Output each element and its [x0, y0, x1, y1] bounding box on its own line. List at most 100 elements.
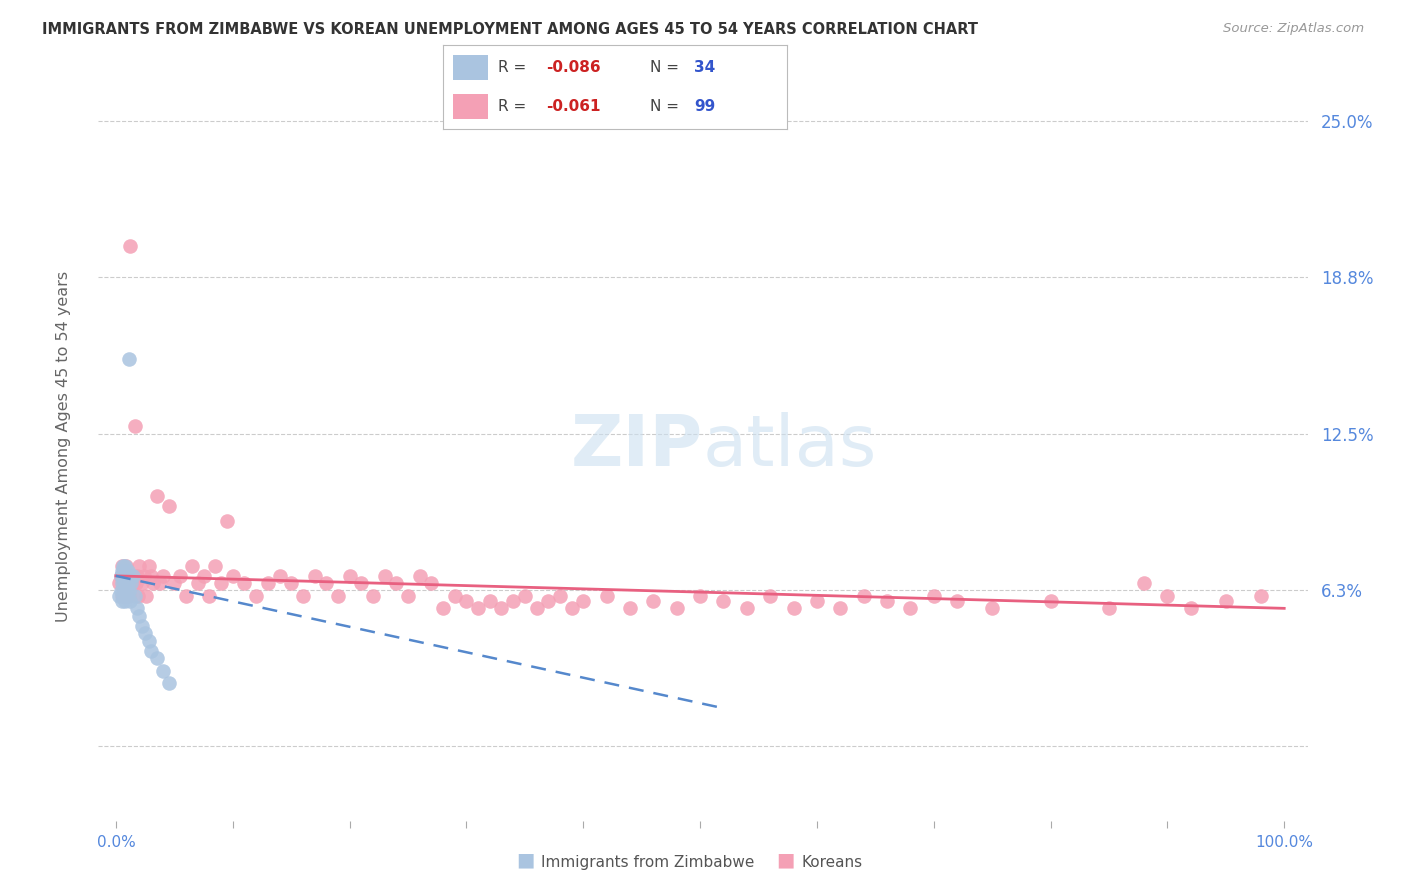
Point	[128, 608, 150, 623]
Point	[142, 576, 165, 591]
Point	[1039, 594, 1062, 608]
Point	[204, 558, 226, 573]
Text: R =: R =	[498, 60, 531, 75]
Point	[209, 576, 232, 591]
Point	[110, 569, 132, 583]
Point	[537, 594, 560, 608]
Point	[432, 601, 454, 615]
Point	[124, 589, 146, 603]
Point	[180, 558, 202, 573]
Point	[110, 583, 132, 598]
Point	[117, 576, 139, 591]
Point	[118, 239, 141, 253]
Point	[146, 489, 169, 503]
Point	[782, 601, 804, 615]
Point	[115, 558, 138, 573]
Point	[114, 576, 136, 591]
Point	[117, 569, 139, 583]
Point	[122, 569, 145, 583]
Text: ■: ■	[776, 851, 794, 870]
Point	[117, 564, 139, 578]
Text: -0.086: -0.086	[546, 60, 600, 75]
Bar	[453, 94, 488, 120]
Point	[981, 601, 1004, 615]
Point	[111, 558, 134, 573]
Point	[111, 569, 134, 583]
Point	[111, 564, 134, 578]
Point	[152, 569, 174, 583]
Text: 34: 34	[695, 60, 716, 75]
Point	[111, 558, 134, 573]
Text: 99: 99	[695, 99, 716, 114]
Point	[946, 594, 969, 608]
Point	[169, 569, 191, 583]
Point	[114, 569, 136, 583]
Text: N =: N =	[650, 60, 683, 75]
Point	[269, 569, 291, 583]
Point	[149, 576, 172, 591]
Point	[112, 583, 135, 598]
Point	[456, 594, 478, 608]
Point	[572, 594, 595, 608]
Point	[138, 633, 160, 648]
Point	[139, 644, 162, 658]
Point	[1215, 594, 1237, 608]
Point	[513, 589, 536, 603]
Point	[922, 589, 945, 603]
Point	[502, 594, 524, 608]
Point	[291, 589, 314, 603]
Point	[409, 569, 432, 583]
Point	[852, 589, 875, 603]
Point	[374, 569, 396, 583]
Point	[118, 583, 141, 598]
Point	[713, 594, 735, 608]
Point	[396, 589, 419, 603]
Point	[222, 569, 245, 583]
Point	[898, 601, 921, 615]
Point	[759, 589, 782, 603]
Point	[108, 576, 131, 591]
Point	[127, 589, 149, 603]
Point	[111, 589, 134, 603]
Text: atlas: atlas	[703, 411, 877, 481]
Point	[304, 569, 326, 583]
Point	[111, 576, 134, 591]
Point	[114, 558, 136, 573]
Point	[619, 601, 641, 615]
Point	[595, 589, 617, 603]
Point	[139, 569, 162, 583]
Point	[115, 589, 138, 603]
Point	[146, 651, 169, 665]
Point	[118, 589, 141, 603]
Point	[112, 569, 135, 583]
Point	[1098, 601, 1121, 615]
Text: R =: R =	[498, 99, 531, 114]
Point	[157, 499, 180, 513]
Point	[315, 576, 337, 591]
Point	[114, 576, 136, 591]
Point	[112, 583, 135, 598]
Point	[118, 594, 141, 608]
Text: ZIP: ZIP	[571, 411, 703, 481]
Point	[876, 594, 898, 608]
Point	[689, 589, 711, 603]
Point	[526, 601, 548, 615]
Point	[561, 601, 583, 615]
Point	[830, 601, 852, 615]
Point	[112, 564, 135, 578]
Point	[117, 576, 139, 591]
Point	[125, 576, 148, 591]
Text: Koreans: Koreans	[801, 855, 862, 870]
Point	[111, 589, 134, 603]
Point	[361, 589, 384, 603]
Point	[157, 676, 180, 690]
Point	[128, 558, 150, 573]
Point	[152, 664, 174, 678]
Point	[1250, 589, 1272, 603]
Point	[256, 576, 278, 591]
Point	[1180, 601, 1202, 615]
Point	[385, 576, 408, 591]
Point	[111, 594, 134, 608]
Point	[215, 514, 238, 528]
Point	[115, 569, 138, 583]
